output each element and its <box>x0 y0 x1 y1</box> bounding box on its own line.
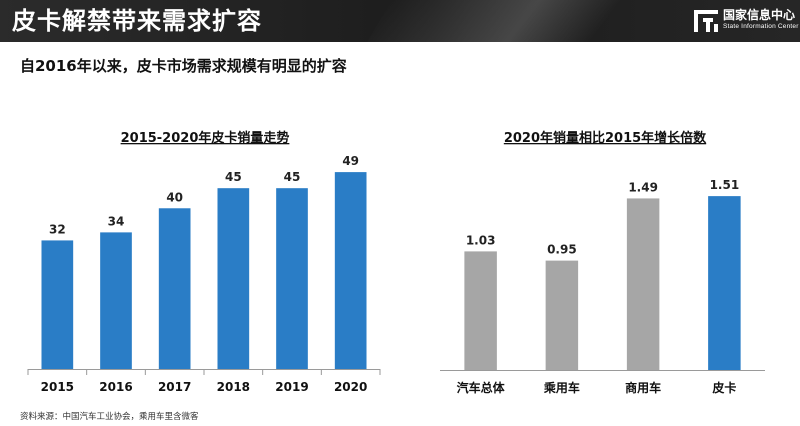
bar-3 <box>158 208 191 369</box>
source-note: 资料来源：中国汽车工业协会，乘用车里含微客 <box>20 412 199 422</box>
x-tick-label: 乘用车 <box>543 380 580 395</box>
data-label: 40 <box>166 190 183 204</box>
header-highlight <box>362 0 718 42</box>
data-label: 45 <box>225 170 242 184</box>
title-bar: 皮卡解禁带来需求扩容 国家信息中心 State Information Cent… <box>0 0 800 42</box>
x-tick-label: 汽车总体 <box>457 380 506 395</box>
chart-title: 2020年销量相比2015年增长倍数 <box>504 130 707 146</box>
slide-subtitle: 自2016年以来，皮卡市场需求规模有明显的扩容 <box>20 57 347 75</box>
growth-multiple-chart: 2020年销量相比2015年增长倍数 1.03 汽车总体 0.95 乘用车 1.49 商用车… <box>440 130 765 395</box>
x-tick-label: 商用车 <box>625 380 661 395</box>
data-label: 32 <box>49 222 66 236</box>
pickup-sales-trend-chart: 2015-2020年皮卡销量走势 32 2015 34 2016 40 2017 45 2018… <box>27 130 381 394</box>
x-tick-label: 2019 <box>275 380 308 394</box>
bar-6 <box>334 172 367 369</box>
bar-1 <box>41 240 74 369</box>
bar-2 <box>545 260 579 370</box>
bar-1 <box>464 251 497 370</box>
state-information-center-logo-icon <box>694 10 718 32</box>
logo-name: 国家信息中心 <box>723 8 796 22</box>
data-label: 1.49 <box>628 180 658 194</box>
x-tick-label: 2017 <box>158 380 191 394</box>
x-tick-label: 2015 <box>41 380 74 394</box>
data-label: 1.51 <box>710 178 740 192</box>
slide-title: 皮卡解禁带来需求扩容 <box>12 7 262 35</box>
x-tick-label: 2020 <box>334 380 367 394</box>
x-tick-label: 2018 <box>217 380 250 394</box>
data-label: 34 <box>108 214 125 228</box>
data-label: 45 <box>284 170 301 184</box>
bar-3 <box>626 198 660 370</box>
x-tick-label: 皮卡 <box>711 380 736 395</box>
data-label: 1.03 <box>466 233 496 247</box>
x-tick-label: 2016 <box>99 380 132 394</box>
bar-2 <box>100 232 132 369</box>
data-label: 0.95 <box>547 243 577 257</box>
bar-5 <box>276 188 308 369</box>
bar-4 <box>217 188 250 369</box>
logo-subtitle: State Information Center <box>723 23 799 30</box>
chart-title: 2015-2020年皮卡销量走势 <box>121 130 290 146</box>
data-label: 49 <box>342 154 359 168</box>
bar-4 <box>708 196 741 370</box>
